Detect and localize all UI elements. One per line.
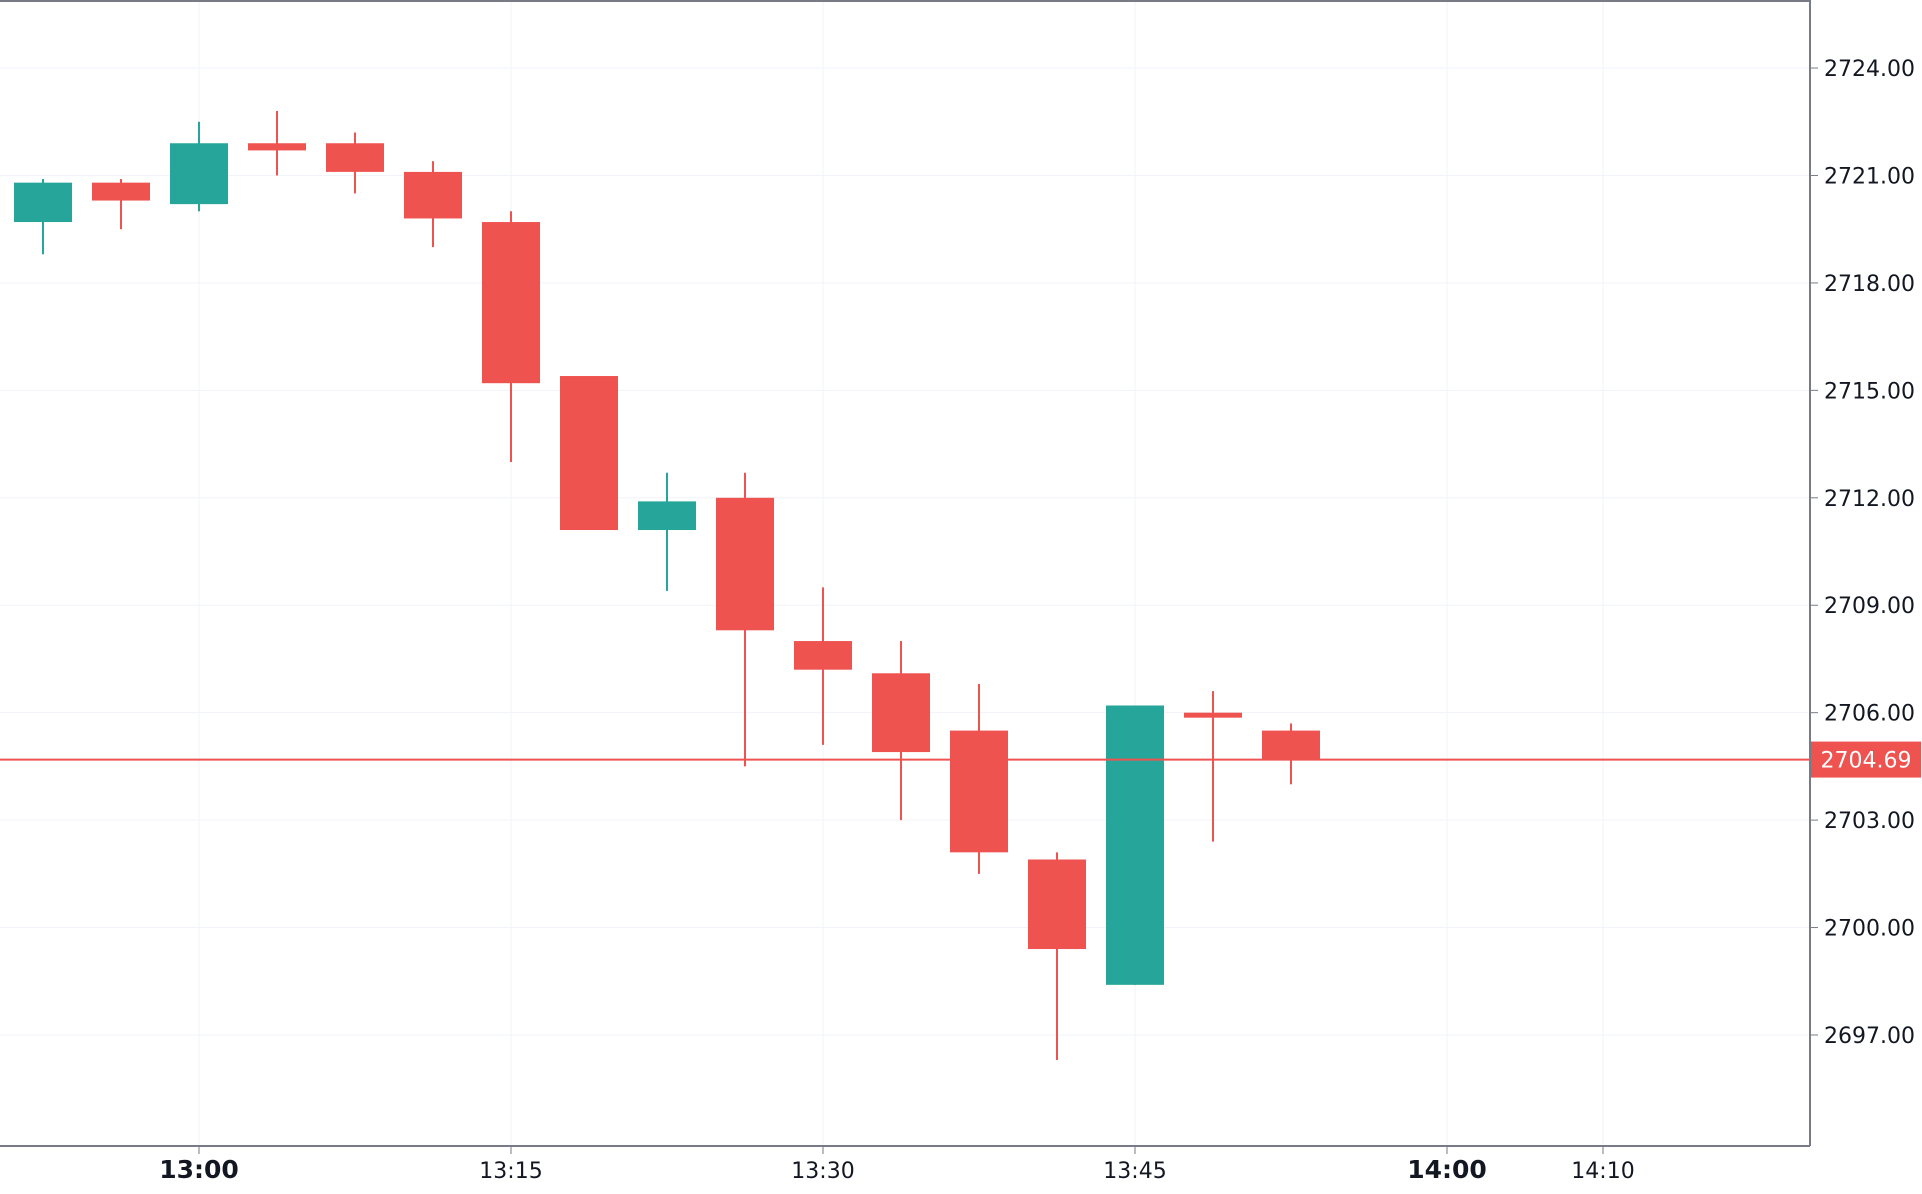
- candle: [1184, 691, 1242, 842]
- candle-body: [482, 222, 540, 384]
- candle: [14, 179, 72, 255]
- candle: [716, 472, 774, 767]
- y-tick-label: 2706.00: [1824, 702, 1915, 727]
- candle-body: [638, 501, 696, 531]
- candle-body: [14, 182, 72, 223]
- x-tick-label: 14:00: [1407, 1155, 1487, 1184]
- candle-body: [248, 143, 306, 151]
- candles[interactable]: [14, 111, 1320, 1061]
- candle: [872, 641, 930, 821]
- candle: [404, 161, 462, 248]
- current-price-marker: 2704.69: [0, 741, 1921, 778]
- y-tick-label: 2697.00: [1824, 1024, 1915, 1049]
- y-tick-label: 2709.00: [1824, 594, 1915, 619]
- y-tick-label: 2721.00: [1824, 164, 1915, 189]
- candle-body: [1184, 712, 1242, 718]
- x-tick-label: 14:10: [1571, 1159, 1634, 1184]
- candle-body: [404, 171, 462, 219]
- price-scale[interactable]: 2724.00 2721.00 2718.00 2715.00 2712.00 2709.…: [1810, 57, 1915, 1049]
- candle-body: [872, 673, 930, 753]
- y-tick-label: 2715.00: [1824, 379, 1915, 404]
- candle: [1106, 705, 1164, 985]
- candle-body: [950, 730, 1008, 853]
- x-tick-label: 13:45: [1103, 1159, 1166, 1184]
- candle: [950, 684, 1008, 874]
- candle: [92, 179, 150, 230]
- y-tick-label: 2724.00: [1824, 57, 1915, 82]
- y-tick-label: 2718.00: [1824, 272, 1915, 297]
- y-tick-label: 2703.00: [1824, 809, 1915, 834]
- candle-body: [1262, 730, 1320, 760]
- candle-body: [716, 497, 774, 631]
- candle: [170, 121, 228, 212]
- candle: [794, 587, 852, 745]
- candle: [560, 376, 618, 531]
- candle-body: [1106, 705, 1164, 985]
- candle: [326, 132, 384, 194]
- x-tick-label: 13:30: [791, 1159, 854, 1184]
- current-price-label: 2704.69: [1821, 749, 1912, 774]
- candle-body: [1028, 859, 1086, 950]
- current-price-tag: [1811, 741, 1921, 778]
- candle-body: [170, 143, 228, 205]
- candle: [248, 111, 306, 176]
- axes: [0, 0, 1811, 1147]
- candle: [1028, 852, 1086, 1061]
- candle-body: [326, 143, 384, 172]
- y-tick-label: 2712.00: [1824, 487, 1915, 512]
- y-tick-label: 2700.00: [1824, 917, 1915, 942]
- candle-body: [794, 641, 852, 670]
- x-tick-label: 13:00: [159, 1155, 239, 1184]
- candle-body: [92, 182, 150, 201]
- candle: [638, 472, 696, 591]
- candle: [1262, 723, 1320, 785]
- x-tick-label: 13:15: [479, 1159, 542, 1184]
- candle: [482, 211, 540, 462]
- candle-body: [560, 376, 618, 531]
